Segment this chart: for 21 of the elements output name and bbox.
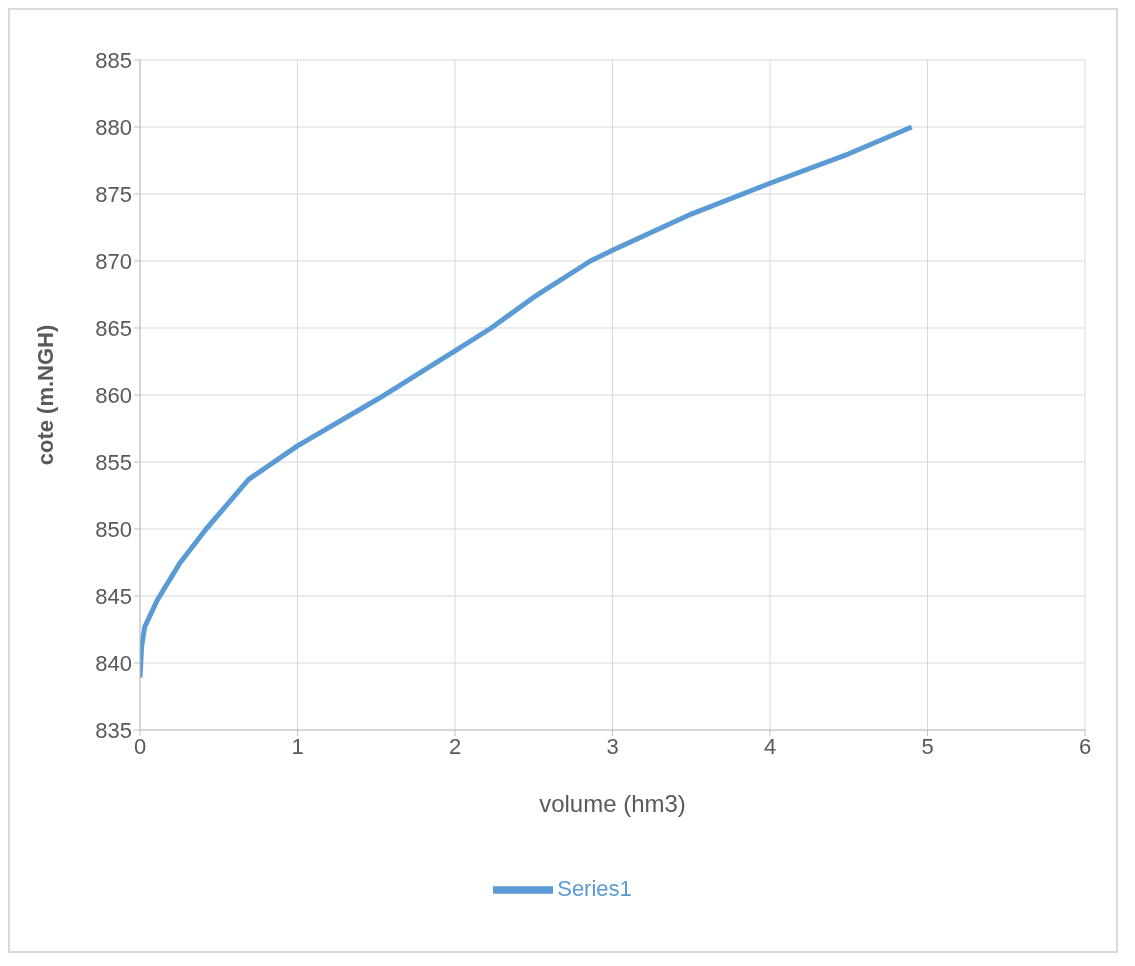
x-tick-label: 1 <box>291 733 304 759</box>
x-axis-title: volume (hm3) <box>539 790 686 818</box>
y-tick-label: 885 <box>95 47 132 73</box>
y-tick-label: 870 <box>95 248 132 274</box>
y-tick-label: 880 <box>95 114 132 140</box>
x-tick-label: 6 <box>1078 733 1092 759</box>
x-tick-label: 4 <box>763 733 777 759</box>
y-tick-label: 875 <box>95 181 132 207</box>
x-tick-label: 0 <box>133 733 147 759</box>
x-tick-label: 5 <box>921 733 934 759</box>
y-tick-label: 835 <box>95 717 132 743</box>
y-tick-label: 855 <box>95 449 132 475</box>
y-tick-label: 850 <box>95 516 132 542</box>
y-tick-label: 865 <box>95 315 132 341</box>
y-tick-label: 860 <box>95 382 132 408</box>
x-tick-label: 3 <box>606 733 619 759</box>
legend-label: Series1 <box>557 875 632 901</box>
y-tick-label: 845 <box>95 583 132 609</box>
x-tick-label: 2 <box>448 733 462 759</box>
y-tick-label: 840 <box>95 650 132 676</box>
y-axis-title: cote (m.NGH) <box>32 324 58 466</box>
